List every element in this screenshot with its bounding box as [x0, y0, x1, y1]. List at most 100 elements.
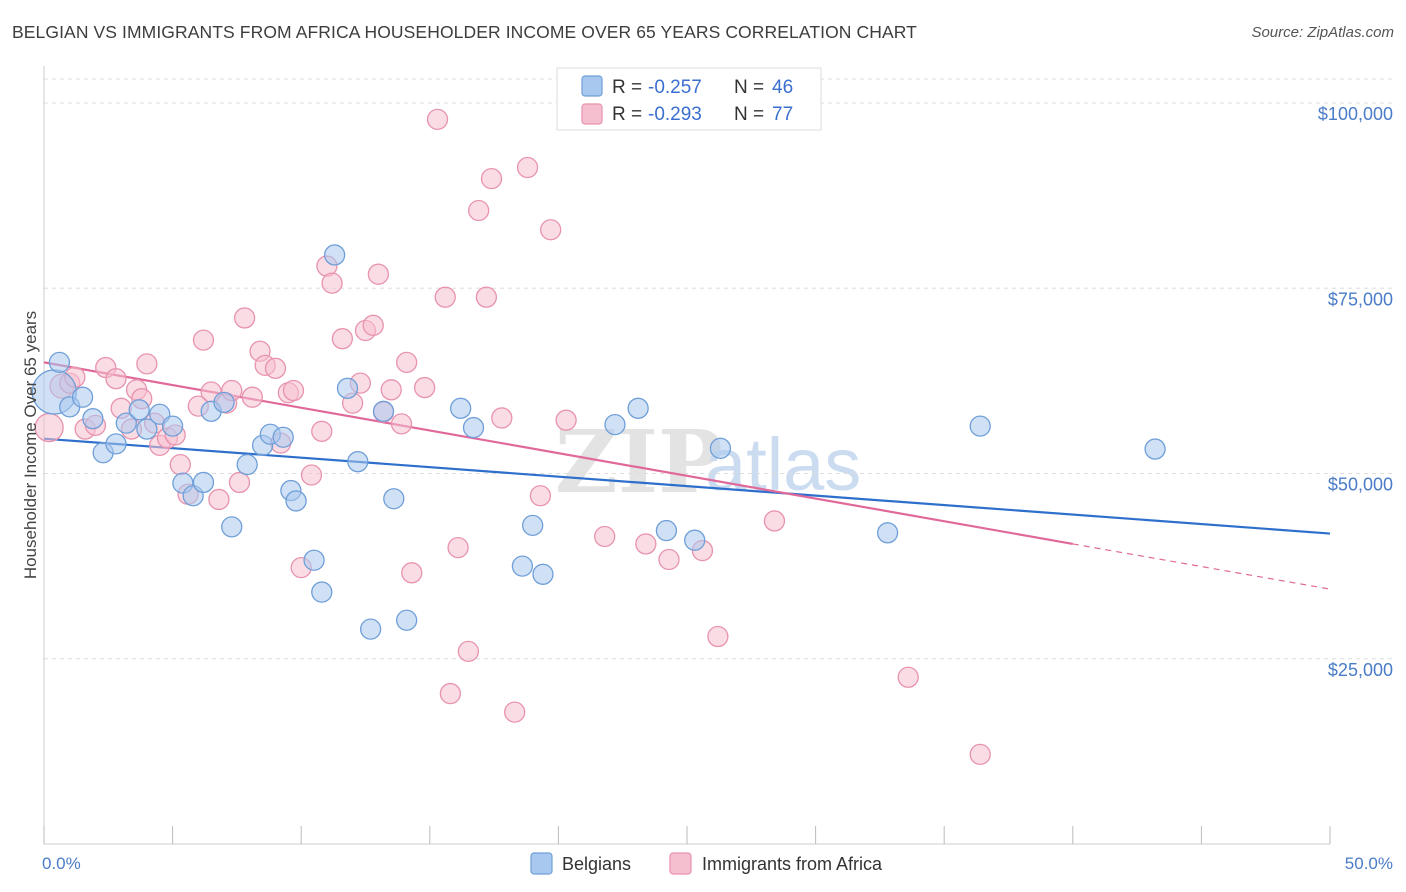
legend: R = -0.257 N = 46 R = -0.293 N = 77 [556, 67, 822, 131]
africa-point-65 [594, 525, 616, 548]
africa-point-49 [401, 562, 423, 584]
legend-n-value-africa: 77 [772, 104, 793, 125]
africa-point-30 [264, 357, 287, 379]
africa-point-59 [491, 407, 513, 429]
belgians-point-26 [323, 244, 346, 266]
belgians-point-28 [347, 451, 369, 473]
x-tick-label-0: 0.0% [42, 854, 81, 873]
africa-trend-line [43, 361, 1073, 545]
africa-point-36 [311, 420, 333, 442]
y-tick-label-3: $100,000 [1318, 104, 1393, 124]
belgians-point-17 [221, 516, 243, 538]
belgians-point-21 [272, 426, 294, 448]
chart-source: Source: ZipAtlas.com [1251, 24, 1394, 41]
belgians-point-41 [684, 529, 706, 551]
y-tick-label-1: $50,000 [1328, 475, 1393, 495]
belgians-point-18 [236, 453, 258, 476]
africa-point-46 [380, 379, 402, 401]
africa-point-51 [426, 108, 449, 130]
africa-point-35 [300, 464, 323, 486]
belgians-point-16 [213, 391, 235, 414]
africa-point-47 [390, 413, 413, 435]
belgians-point-44 [969, 415, 991, 437]
belgians-point-45 [1144, 438, 1166, 460]
africa-point-69 [707, 625, 729, 648]
africa-point-55 [457, 640, 480, 663]
belgians-point-31 [383, 488, 405, 510]
africa-point-62 [529, 485, 552, 507]
legend-n-label-africa: N = [734, 104, 764, 125]
belgians-point-35 [511, 555, 534, 577]
belgians-point-27 [336, 377, 359, 399]
belgians-point-24 [303, 549, 325, 571]
africa-point-26 [233, 307, 256, 329]
africa-point-27 [241, 386, 263, 408]
belgians-point-32 [396, 609, 418, 631]
belgians-point-40 [655, 519, 678, 542]
bottom-legend-swatch-belgians [530, 852, 553, 875]
africa-point-67 [658, 548, 680, 571]
belgians-point-25 [311, 581, 333, 603]
chart-title: BELGIAN VS IMMIGRANTS FROM AFRICA HOUSEH… [12, 22, 917, 42]
belgians-point-29 [359, 618, 382, 640]
belgians-point-37 [532, 563, 554, 585]
belgians-point-30 [372, 400, 395, 422]
africa-point-12 [136, 353, 158, 375]
y-tick-label-0: $25,000 [1328, 660, 1393, 680]
x-tick-label-1: 50.0% [1345, 854, 1393, 873]
legend-r-label-africa: R = [612, 104, 642, 125]
belgians-point-11 [161, 415, 184, 437]
belgians-point-4 [82, 408, 104, 430]
africa-point-38 [321, 272, 343, 294]
belgians-point-3 [71, 386, 94, 408]
africa-point-33 [282, 379, 305, 402]
legend-swatch-belgians [581, 75, 603, 97]
africa-point-53 [439, 682, 462, 705]
belgians-point-34 [462, 416, 485, 439]
africa-point-64 [555, 409, 577, 431]
belgians-point-33 [450, 397, 472, 419]
africa-point-71 [897, 666, 919, 688]
belgians-point-39 [627, 397, 649, 419]
data-points [31, 108, 1166, 765]
africa-point-20 [192, 329, 215, 351]
africa-point-44 [367, 263, 390, 285]
belgians-point-6 [105, 433, 127, 455]
legend-r-value-africa: -0.293 [648, 104, 702, 125]
legend-r-label-belgians: R = [612, 77, 642, 98]
africa-point-66 [635, 533, 657, 555]
bottom-legend-label-belgians: Belgians [562, 854, 631, 874]
belgians-point-8 [128, 399, 150, 421]
legend-n-value-belgians: 46 [772, 77, 793, 98]
africa-point-7 [105, 368, 127, 390]
africa-point-22 [208, 488, 230, 511]
africa-point-25 [228, 471, 251, 494]
africa-point-50 [414, 376, 436, 399]
bottom-legend-label-africa: Immigrants from Africa [702, 854, 883, 874]
africa-point-17 [169, 453, 191, 476]
africa-point-70 [763, 510, 786, 532]
bottom-legend-swatch-africa [669, 852, 692, 875]
gridlines [44, 78, 1394, 660]
watermark-zip: ZIP [555, 412, 723, 513]
belgians-point-7 [115, 412, 137, 434]
belgians-point-36 [522, 514, 544, 537]
axes [43, 66, 1331, 845]
africa-point-52 [434, 286, 456, 308]
africa-point-63 [540, 219, 562, 241]
africa-point-48 [396, 351, 418, 374]
africa-point-58 [480, 167, 503, 190]
belgians-point-42 [709, 437, 732, 459]
belgians-point-38 [604, 413, 626, 436]
africa-point-57 [475, 286, 498, 308]
legend-swatch-africa [581, 103, 603, 125]
belgians-point-1 [48, 351, 71, 374]
legend-r-value-belgians: -0.257 [648, 77, 702, 98]
africa-point-56 [468, 199, 490, 222]
belgians-point-23 [285, 490, 307, 512]
tick-labels: $25,000 $50,000 $75,000 $100,000 0.0% 50.0% [42, 104, 1393, 873]
africa-point-43 [362, 314, 384, 336]
legend-n-label-belgians: N = [734, 77, 764, 98]
africa-point-60 [504, 701, 526, 723]
